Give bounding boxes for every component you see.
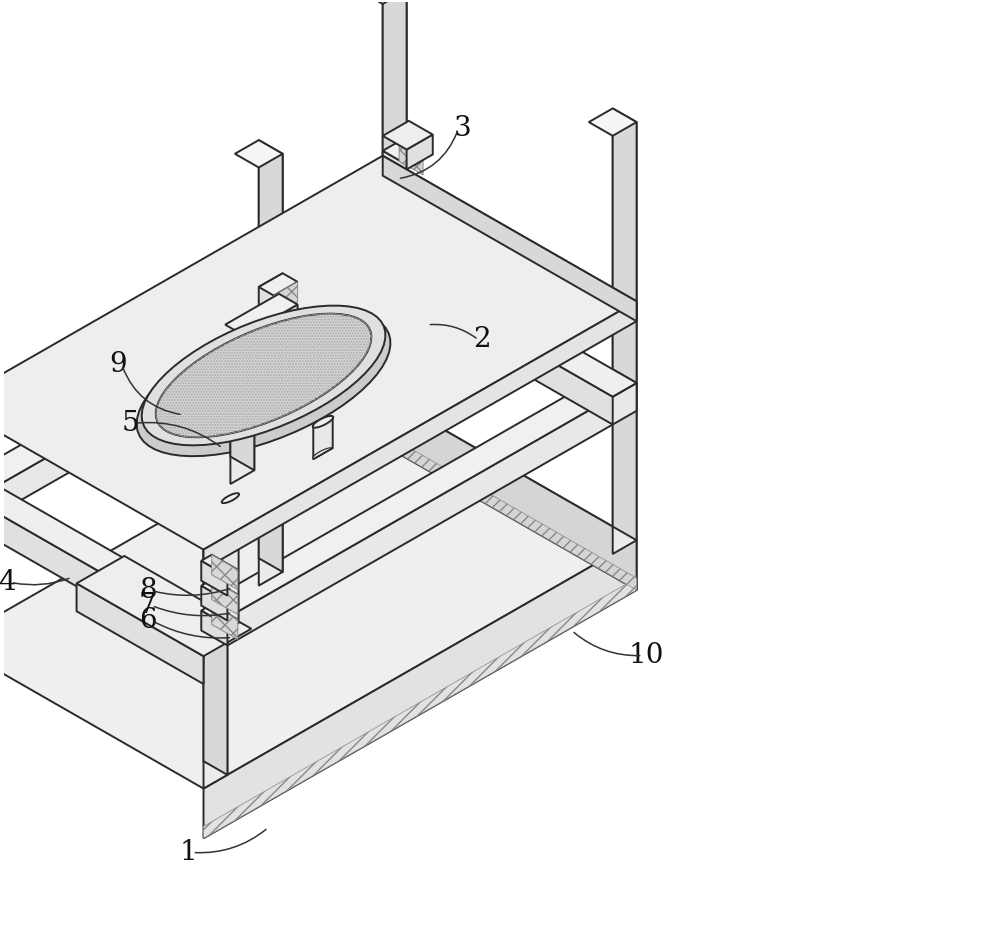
Polygon shape [259,303,283,337]
Polygon shape [212,580,238,615]
Polygon shape [313,448,333,459]
Polygon shape [378,332,402,397]
Polygon shape [383,151,407,184]
Polygon shape [204,357,227,789]
Polygon shape [259,273,283,307]
Polygon shape [206,396,231,410]
Polygon shape [383,432,637,590]
Polygon shape [0,251,407,527]
Polygon shape [383,121,433,149]
Polygon shape [201,610,227,645]
Polygon shape [206,448,230,462]
Polygon shape [222,622,239,632]
Polygon shape [0,237,407,499]
Polygon shape [383,394,637,590]
Polygon shape [235,140,283,168]
Polygon shape [378,332,403,346]
Polygon shape [206,394,254,422]
Text: 2: 2 [473,326,491,353]
Polygon shape [313,416,333,459]
Polygon shape [259,140,283,572]
Polygon shape [230,408,254,484]
Text: 1: 1 [180,839,197,866]
Polygon shape [156,314,371,437]
Polygon shape [313,416,333,428]
Polygon shape [180,369,637,632]
Polygon shape [77,556,251,657]
Text: 7: 7 [139,592,157,619]
Polygon shape [613,108,637,540]
Polygon shape [201,580,238,601]
Polygon shape [204,343,227,775]
Polygon shape [259,273,298,295]
Polygon shape [204,578,637,838]
Polygon shape [222,494,239,632]
Polygon shape [0,156,637,550]
Polygon shape [0,394,637,789]
Polygon shape [204,383,637,659]
Polygon shape [383,176,407,209]
Text: 8: 8 [139,577,157,604]
Polygon shape [180,343,227,370]
Polygon shape [201,555,238,576]
Polygon shape [359,251,613,424]
Polygon shape [359,0,407,4]
Polygon shape [77,583,204,684]
Text: 10: 10 [629,642,664,669]
Text: 6: 6 [139,607,157,634]
Polygon shape [201,561,227,595]
Polygon shape [399,167,423,200]
Polygon shape [201,585,227,620]
Polygon shape [589,108,637,136]
Polygon shape [206,396,230,462]
Polygon shape [0,472,227,632]
Text: 3: 3 [454,116,471,143]
Polygon shape [383,156,637,321]
Polygon shape [383,0,407,408]
Text: 4: 4 [0,569,16,595]
Polygon shape [212,555,238,590]
Polygon shape [383,167,423,189]
Polygon shape [137,311,390,457]
Polygon shape [383,142,423,165]
Text: 5: 5 [122,410,140,437]
Polygon shape [225,294,298,335]
Polygon shape [407,134,433,169]
Polygon shape [204,301,637,569]
Polygon shape [274,282,298,316]
Polygon shape [399,142,423,175]
Polygon shape [0,486,204,659]
Polygon shape [244,305,298,356]
Text: 9: 9 [109,352,127,379]
Polygon shape [274,312,298,345]
Polygon shape [359,237,637,396]
Polygon shape [201,605,238,626]
Polygon shape [259,303,298,325]
Polygon shape [230,394,254,470]
Polygon shape [378,383,402,397]
Polygon shape [142,306,385,445]
Polygon shape [212,605,238,640]
Polygon shape [259,154,283,585]
Polygon shape [613,122,637,554]
Polygon shape [222,494,239,503]
Polygon shape [204,540,637,838]
Polygon shape [383,0,407,422]
